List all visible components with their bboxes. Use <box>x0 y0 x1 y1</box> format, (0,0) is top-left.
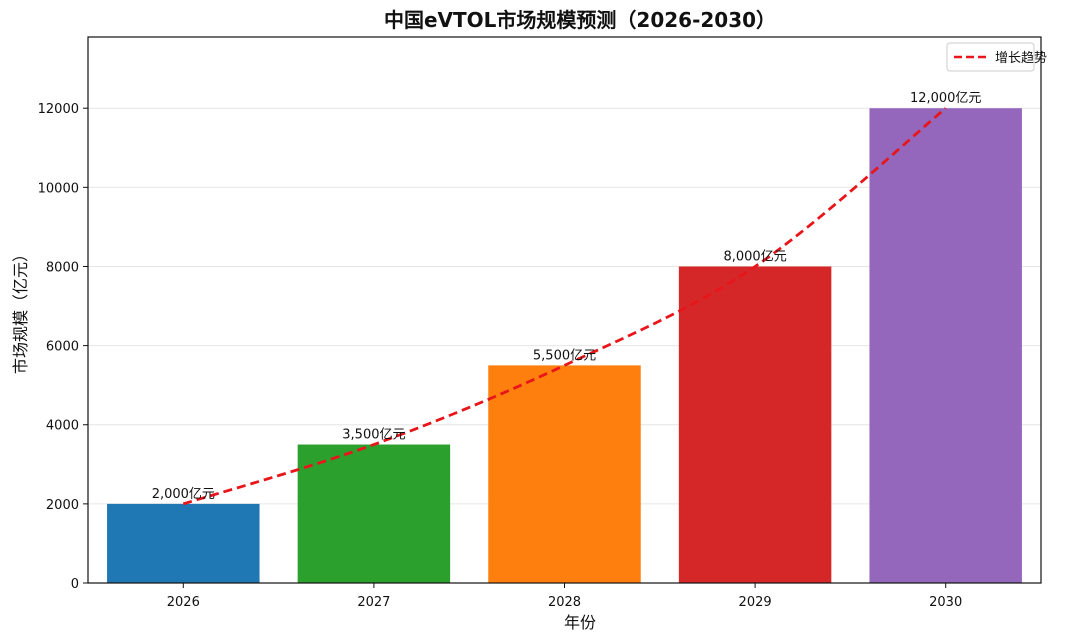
x-axis-label: 年份 <box>564 613 596 632</box>
y-tick-label: 4000 <box>46 419 79 434</box>
trend-line-group <box>182 107 947 506</box>
legend: 增长趋势 <box>946 42 1047 72</box>
trend-line <box>182 107 947 506</box>
bar-2030 <box>869 108 1022 583</box>
data-label-2030: 12,000亿元 <box>910 91 982 106</box>
data-label-2026: 2,000亿元 <box>152 487 215 502</box>
chart-title: 中国eVTOL市场规模预测（2026-2030） <box>384 8 776 32</box>
y-tick-label: 12000 <box>38 102 79 117</box>
x-axis-ticks: 2026 2027 2028 2029 2030 <box>167 583 962 610</box>
data-label-2029: 8,000亿元 <box>723 249 786 264</box>
x-tick-label-2028: 2028 <box>548 595 581 610</box>
y-tick-label: 2000 <box>46 498 79 513</box>
y-tick-label: 8000 <box>46 260 79 275</box>
x-tick-label-2029: 2029 <box>739 595 772 610</box>
y-tick-label: 10000 <box>38 181 79 196</box>
bar-2027 <box>297 444 451 583</box>
y-axis-ticks: 0 2000 4000 6000 8000 10000 12000 <box>38 102 88 592</box>
y-tick-label: 6000 <box>46 340 79 355</box>
data-labels: 2,000亿元 3,500亿元 5,500亿元 8,000亿元 12,000亿元 <box>152 91 982 502</box>
y-tick-label: 0 <box>71 577 79 592</box>
data-label-2027: 3,500亿元 <box>342 428 405 443</box>
x-tick-label-2030: 2030 <box>929 595 962 610</box>
x-tick-label-2027: 2027 <box>357 595 390 610</box>
data-label-2028: 5,500亿元 <box>533 348 596 363</box>
bar-2028 <box>488 365 641 583</box>
y-axis-label: 市场规模（亿元） <box>11 246 30 374</box>
legend-entry-trend: 增长趋势 <box>995 50 1047 66</box>
legend-box <box>946 42 1035 72</box>
x-tick-label-2026: 2026 <box>167 595 200 610</box>
bars <box>107 108 1022 583</box>
bar-2026 <box>107 503 260 583</box>
bar-2029 <box>678 266 832 583</box>
